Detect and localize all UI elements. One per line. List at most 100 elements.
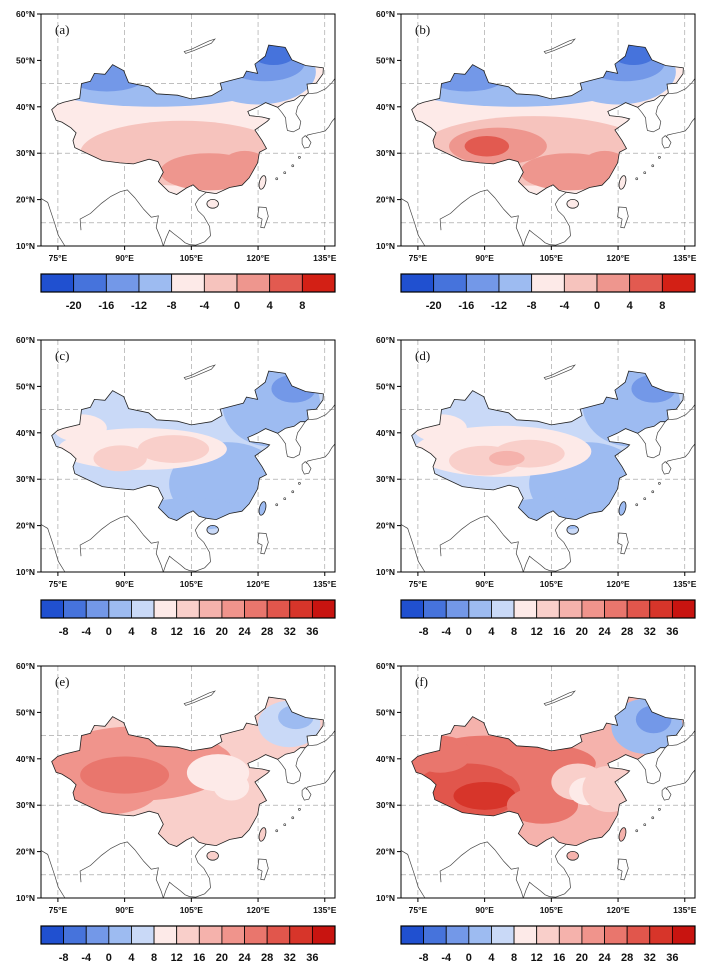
colorbar-segment bbox=[301, 273, 336, 293]
colorbar: -20 -16 -12 -8 -4 0 4 8 bbox=[40, 273, 336, 312]
map-panel-f: 60°N 50°N 40°N 30°N 20°N 10°N 75°E 90°E 105°E 120… bbox=[361, 658, 721, 976]
colorbar-segment bbox=[671, 925, 696, 945]
colorbar-tick-label: -4 bbox=[441, 952, 452, 964]
china-contour-fill bbox=[51, 45, 324, 209]
colorbar-tick-label: 0 bbox=[594, 300, 600, 312]
colorbar-tick-label: 4 bbox=[627, 300, 634, 312]
lat-label: 10°N bbox=[376, 567, 395, 577]
colorbar-segment bbox=[40, 273, 75, 293]
colorbar-tick-label: -8 bbox=[59, 626, 69, 638]
colorbar-segment bbox=[445, 599, 470, 619]
colorbar-segment bbox=[244, 925, 268, 945]
lon-label: 120°E bbox=[606, 579, 630, 589]
colorbar-segment bbox=[671, 599, 696, 619]
lat-label: 50°N bbox=[16, 707, 35, 717]
lon-label: 90°E bbox=[115, 253, 134, 263]
lat-label: 30°N bbox=[376, 148, 395, 158]
panel-svg-f: 60°N50°N40°N30°N20°N10°N75°E 90°E 105°E 120… bbox=[376, 661, 697, 964]
coastlines bbox=[41, 690, 335, 898]
colorbar-tick-label: 36 bbox=[666, 952, 678, 964]
colorbar-segment bbox=[596, 273, 631, 293]
colorbar-segment bbox=[445, 925, 470, 945]
lon-label: 135°E bbox=[313, 579, 337, 589]
map-frame bbox=[400, 665, 696, 899]
lat-label: 10°N bbox=[16, 893, 35, 903]
axis-ticks bbox=[37, 665, 326, 902]
colorbar-segment bbox=[311, 925, 336, 945]
lat-label: 40°N bbox=[376, 428, 395, 438]
panel-letter: (b) bbox=[415, 22, 430, 37]
lat-label: 60°N bbox=[16, 661, 35, 671]
lon-label: 105°E bbox=[180, 579, 204, 589]
colorbar-segment bbox=[423, 599, 447, 619]
coastlines bbox=[401, 364, 695, 572]
china-contour-fill bbox=[411, 697, 684, 861]
china-contour-fill bbox=[411, 45, 684, 209]
colorbar-segment bbox=[513, 599, 538, 619]
panel-svg-d: 60°N50°N40°N30°N20°N10°N75°E 90°E 105°E 120… bbox=[376, 335, 697, 638]
colorbar-tick-label: -16 bbox=[458, 300, 474, 312]
map-frame bbox=[400, 339, 696, 573]
lon-label: 120°E bbox=[246, 579, 270, 589]
colorbar-tick-label: -20 bbox=[426, 300, 442, 312]
map-frame bbox=[40, 13, 336, 247]
colorbar-segment bbox=[85, 599, 110, 619]
colorbar-segment bbox=[63, 925, 87, 945]
map-frame bbox=[40, 665, 336, 899]
china-contour-fill bbox=[411, 371, 684, 535]
lon-label: 90°E bbox=[115, 905, 134, 915]
colorbar-segment bbox=[581, 599, 605, 619]
colorbar: -8 -4 0 4 8 12 16 20 24 28 32 36 bbox=[40, 599, 336, 638]
colorbar-segment bbox=[138, 273, 173, 293]
lat-label: 60°N bbox=[16, 9, 35, 19]
colorbar-segment bbox=[266, 925, 291, 945]
colorbar-tick-label: -8 bbox=[59, 952, 69, 964]
colorbar-tick-label: 12 bbox=[171, 626, 183, 638]
colorbar-segment bbox=[491, 925, 515, 945]
panel-letter: (c) bbox=[55, 348, 69, 363]
colorbar-tick-label: 24 bbox=[598, 626, 611, 638]
colorbar-tick-label: 16 bbox=[553, 952, 565, 964]
colorbar-tick-label: 8 bbox=[511, 626, 517, 638]
colorbar-tick-label: 16 bbox=[193, 626, 205, 638]
colorbar-tick-label: 4 bbox=[267, 300, 274, 312]
lat-label: 50°N bbox=[16, 55, 35, 65]
lon-label: 105°E bbox=[540, 253, 564, 263]
colorbar-tick-label: 8 bbox=[659, 300, 665, 312]
colorbar-segment bbox=[108, 599, 132, 619]
colorbar-segment bbox=[203, 273, 238, 293]
lon-label: 135°E bbox=[313, 905, 337, 915]
colorbar-tick-label: 20 bbox=[576, 626, 588, 638]
lon-label: 105°E bbox=[540, 905, 564, 915]
china-outline bbox=[51, 696, 324, 861]
colorbar-segment bbox=[423, 925, 447, 945]
colorbar-segment bbox=[40, 599, 65, 619]
colorbar-tick-label: -8 bbox=[167, 300, 177, 312]
china-contour-fill bbox=[51, 697, 324, 861]
lat-label: 50°N bbox=[376, 55, 395, 65]
colorbar-segment bbox=[85, 925, 110, 945]
colorbar-segment bbox=[563, 273, 598, 293]
china-outline bbox=[411, 696, 684, 861]
colorbar-tick-label: 0 bbox=[234, 300, 240, 312]
lon-label: 75°E bbox=[409, 579, 428, 589]
lat-label: 20°N bbox=[376, 847, 395, 857]
panel-letter: (e) bbox=[55, 674, 69, 689]
map-area bbox=[401, 666, 695, 898]
colorbar-segment bbox=[153, 925, 178, 945]
colorbar-tick-label: 32 bbox=[284, 952, 296, 964]
colorbar-segment bbox=[400, 599, 425, 619]
lat-label: 20°N bbox=[376, 195, 395, 205]
colorbar-segment bbox=[73, 273, 107, 293]
lon-label: 120°E bbox=[606, 905, 630, 915]
lat-label: 60°N bbox=[376, 335, 395, 345]
colorbar-tick-label: 4 bbox=[488, 952, 495, 964]
colorbar-tick-label: 20 bbox=[216, 626, 228, 638]
colorbar-tick-label: -8 bbox=[419, 626, 429, 638]
colorbar-tick-label: 12 bbox=[531, 626, 543, 638]
colorbar-segment bbox=[498, 273, 533, 293]
lon-label: 75°E bbox=[409, 905, 428, 915]
colorbar-tick-label: 12 bbox=[171, 952, 183, 964]
